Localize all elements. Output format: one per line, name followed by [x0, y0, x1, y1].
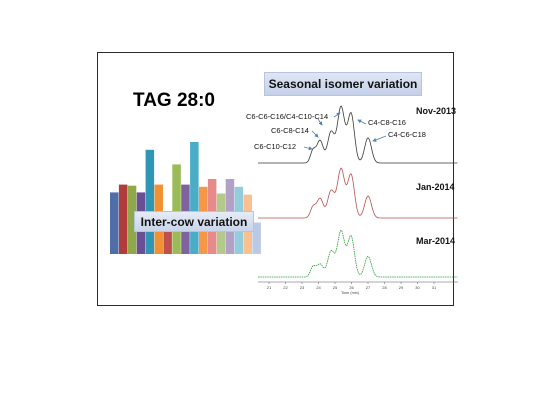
inter-cow-label: Inter-cow variation — [134, 211, 254, 232]
peak-arrow-1 — [317, 118, 323, 126]
time-tick-label: 23 — [300, 285, 305, 290]
bar-8 — [172, 164, 181, 254]
date-nov-2013: Nov-2013 — [416, 106, 457, 116]
bar-3 — [127, 185, 137, 254]
inter-cow-text: Inter-cow variation — [140, 214, 248, 229]
chromatogram-trace-2 — [258, 167, 458, 219]
time-tick-label: 27 — [366, 285, 371, 290]
time-tick-label: 22 — [283, 285, 288, 290]
time-tick-label: 21 — [267, 285, 272, 290]
time-tick-label: 26 — [349, 285, 354, 290]
seasonal-isomer-text: Seasonal isomer variation — [268, 77, 418, 91]
peak-arrow-3 — [303, 146, 313, 151]
time-tick-label: 25 — [333, 285, 338, 290]
chromatograms: 21 22 23 24 25 26 27 28 29 30 31 Time (min) — [258, 105, 458, 295]
time-tick-label: 30 — [415, 285, 420, 290]
time-tick-label: 29 — [399, 285, 404, 290]
bar-1 — [110, 192, 119, 254]
tag-title: TAG 28:0 — [133, 90, 216, 111]
bar-17 — [252, 222, 261, 254]
chromatogram-trace-3 — [258, 229, 458, 278]
peak-arrow-4 — [333, 112, 341, 118]
bar-7 — [163, 213, 172, 254]
seasonal-isomer-label: Seasonal isomer variation — [264, 72, 422, 96]
peak-arrow-5 — [357, 119, 367, 125]
time-tick-label: 24 — [316, 285, 321, 290]
peak-arrow-6 — [372, 135, 387, 142]
bar-2 — [118, 184, 128, 254]
peak-label-c6c6c16: C6-C6-C16/C4-C10-C14 — [246, 112, 329, 121]
time-axis-label: Time (min) — [341, 291, 360, 295]
chromatogram-trace-1 — [258, 105, 458, 164]
time-tick-label: 28 — [382, 285, 387, 290]
bar-5 — [145, 149, 155, 254]
date-jan-2014: Jan-2014 — [416, 182, 455, 192]
peak-arrows — [303, 112, 387, 151]
peak-arrow-2 — [311, 130, 319, 138]
inter-cow-bars — [110, 142, 261, 254]
time-tick-label: 31 — [432, 285, 437, 290]
bar-10 — [190, 142, 199, 254]
peak-label-c6c8c14: C6-C8-C14 — [271, 126, 309, 135]
peak-label-c4c8c16: C4-C8-C16 — [368, 118, 406, 127]
date-mar-2014: Mar-2014 — [416, 236, 456, 246]
peak-label-c6c10c12: C6-C10-C12 — [254, 142, 297, 151]
peak-label-c4c6c18: C4-C6-C18 — [388, 130, 426, 139]
